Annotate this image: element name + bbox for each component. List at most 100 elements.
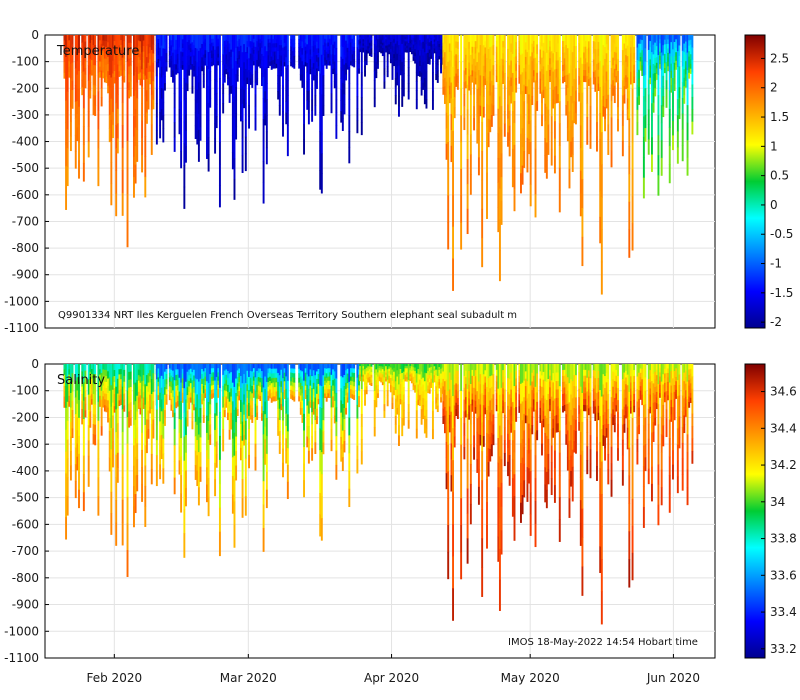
profile-cell	[303, 413, 305, 431]
profile-cell	[97, 420, 100, 441]
profile-cell	[610, 133, 613, 151]
profile-cell	[662, 86, 665, 97]
profile-cell	[236, 364, 239, 371]
profile-cell	[244, 496, 247, 516]
profile-cell	[351, 38, 354, 44]
profile-cell	[404, 39, 407, 42]
profile-cell	[194, 392, 197, 408]
profile-cell	[370, 45, 373, 49]
profile-cell	[672, 135, 674, 151]
profile-cell	[356, 445, 359, 460]
profile-cell	[257, 50, 260, 55]
profile-cell	[103, 375, 106, 383]
profile-cell	[105, 387, 108, 395]
profile-cell	[87, 409, 90, 426]
profile-cell	[180, 438, 183, 457]
profile-cell	[89, 379, 92, 389]
profile-cell	[636, 47, 639, 61]
profile-cell	[209, 44, 212, 54]
profile-cell	[136, 395, 139, 412]
profile-cell	[201, 52, 204, 58]
profile-cell	[684, 74, 687, 82]
profile-cell	[113, 406, 116, 413]
profile-cell	[407, 59, 410, 68]
profile-cell	[578, 35, 581, 44]
profile-cell	[686, 157, 689, 176]
profile-cell	[404, 47, 407, 51]
profile-cell	[558, 167, 561, 191]
profile-cell	[415, 35, 418, 45]
profile-cell	[425, 391, 428, 402]
profile-cell	[236, 396, 239, 404]
profile-cell	[386, 45, 389, 52]
profile-cell	[157, 390, 160, 396]
profile-cell	[207, 154, 210, 172]
profile-cell	[684, 61, 687, 69]
profile-cell	[238, 386, 241, 392]
profile-cell	[71, 419, 74, 429]
profile-cell	[332, 68, 335, 75]
profile-cell	[482, 436, 485, 447]
profile-cell	[233, 158, 236, 180]
profile-cell	[155, 116, 158, 131]
profile-cell	[63, 401, 66, 408]
profile-cell	[686, 122, 689, 141]
profile-cell	[415, 53, 418, 64]
profile-cell	[186, 35, 189, 43]
profile-cell	[333, 386, 336, 394]
profile-cell	[489, 436, 492, 450]
profile-cell	[107, 42, 110, 50]
profile-cell	[568, 130, 571, 151]
profile-cell	[360, 451, 363, 465]
profile-cell	[264, 102, 267, 115]
profile-cell	[368, 364, 371, 367]
profile-cell	[360, 109, 363, 123]
profile-cell	[218, 77, 221, 100]
profile-cell	[256, 398, 259, 407]
profile-cell	[412, 373, 415, 378]
profile-cell	[100, 70, 103, 80]
profile-cell	[583, 64, 585, 71]
profile-cell	[264, 439, 267, 453]
profile-cell	[435, 386, 438, 393]
profile-cell	[248, 389, 250, 404]
profile-cell	[673, 48, 676, 57]
profile-cell	[599, 216, 602, 244]
profile-cell	[105, 364, 108, 371]
profile-cell	[100, 61, 103, 71]
profile-cell	[474, 400, 477, 408]
profile-cell	[391, 40, 394, 47]
profile-cell	[473, 447, 476, 460]
profile-cell	[448, 43, 451, 53]
profile-cell	[497, 364, 500, 390]
profile-cell	[477, 364, 480, 382]
profile-cell	[118, 60, 121, 67]
profile-cell	[328, 57, 331, 62]
profile-cell	[332, 380, 335, 386]
profile-cell	[172, 364, 174, 371]
profile-cell	[573, 67, 576, 80]
profile-cell	[368, 366, 371, 370]
profile-cell	[65, 56, 68, 80]
profile-cell	[207, 120, 210, 138]
profile-cell	[222, 74, 225, 85]
profile-cell	[515, 70, 518, 79]
profile-cell	[141, 398, 144, 416]
profile-cell	[262, 434, 265, 459]
profile-cell	[365, 53, 368, 58]
profile-cell	[428, 382, 431, 387]
profile-cell	[420, 35, 423, 43]
profile-cell	[282, 123, 284, 137]
profile-cell	[345, 57, 348, 64]
profile-cell	[596, 122, 598, 138]
profile-cell	[410, 42, 413, 45]
profile-cell	[142, 40, 145, 47]
profile-cell	[115, 102, 118, 126]
profile-cell	[108, 48, 111, 63]
profile-cell	[238, 35, 241, 40]
profile-cell	[155, 394, 158, 411]
profile-cell	[388, 46, 391, 50]
profile-cell	[456, 62, 459, 70]
profile-cell	[466, 109, 469, 135]
profile-cell	[364, 364, 366, 370]
